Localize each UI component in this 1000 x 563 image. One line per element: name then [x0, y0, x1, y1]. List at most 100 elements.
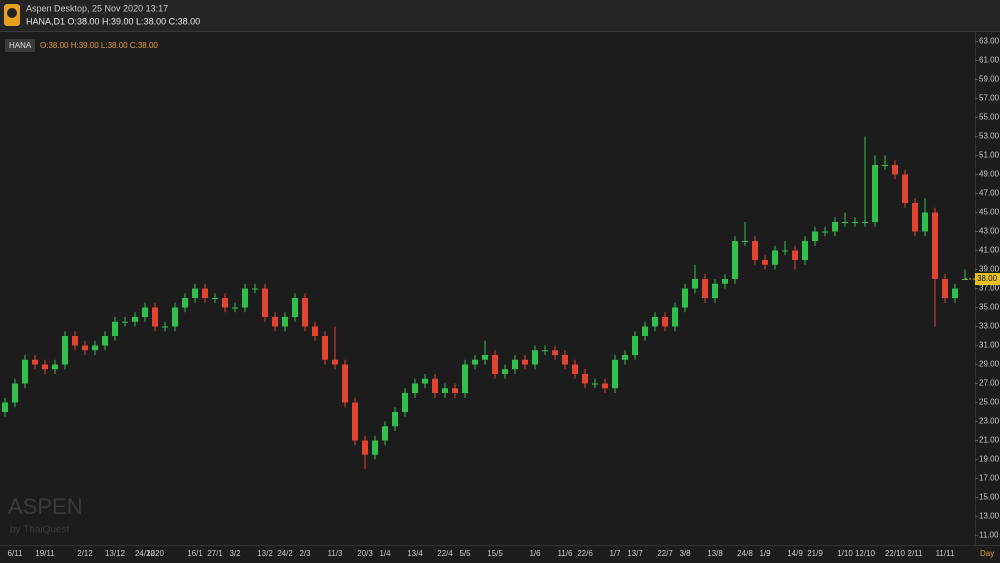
- candle-body: [662, 317, 668, 327]
- candle-body: [542, 350, 548, 352]
- watermark-by: by ThaiQuest: [10, 525, 70, 536]
- candle-body: [422, 378, 428, 384]
- last-price-tag: [975, 273, 1000, 285]
- x-tick-label: 11/11: [936, 549, 955, 558]
- candle-body: [812, 231, 818, 241]
- y-tick-label: 29.00: [979, 360, 1000, 369]
- y-tick-label: 51.00: [979, 151, 1000, 160]
- candle-body: [112, 321, 118, 336]
- candle-body: [602, 383, 608, 389]
- candle-body: [402, 393, 408, 412]
- candle-body: [932, 212, 938, 279]
- title-bar: [0, 0, 1000, 31]
- candle-body: [292, 298, 298, 317]
- x-tick-label: 15/5: [487, 549, 503, 558]
- x-tick-label: 13/8: [707, 549, 723, 558]
- y-tick-label: 33.00: [979, 322, 1000, 331]
- candle-body: [332, 359, 338, 365]
- x-tick-label: 22/6: [577, 549, 593, 558]
- y-tick-label: 13.00: [979, 512, 1000, 521]
- x-tick-label: 24/8: [737, 549, 753, 558]
- candle-body: [162, 326, 168, 328]
- candle-body: [692, 279, 698, 289]
- candle-body: [862, 222, 868, 223]
- candle-body: [182, 298, 188, 308]
- candle-body: [322, 336, 328, 360]
- y-tick-label: 39.00: [979, 265, 1000, 274]
- candle-body: [552, 350, 558, 355]
- x-tick-label: 1/4: [379, 549, 391, 558]
- candle-body: [342, 364, 348, 403]
- candle-body: [372, 440, 378, 455]
- candle-body: [782, 250, 788, 252]
- candle-body: [132, 317, 138, 322]
- candle-body: [472, 359, 478, 365]
- candle-body: [672, 307, 678, 327]
- x-tick-label: 22/7: [657, 549, 673, 558]
- app-icon-mark: [7, 8, 17, 18]
- x-tick-label: 1/9: [759, 549, 771, 558]
- watermark-brand: ASPEN: [8, 494, 83, 519]
- x-tick-label: 2020: [146, 549, 164, 558]
- y-tick-label: 57.00: [979, 94, 1000, 103]
- candle-body: [102, 336, 108, 346]
- candle-body: [702, 279, 708, 298]
- candle-body: [582, 374, 588, 384]
- y-tick-label: 31.00: [979, 341, 1000, 350]
- candle-body: [232, 307, 238, 309]
- y-tick-label: 15.00: [979, 493, 1000, 502]
- candle-body: [532, 350, 538, 365]
- candle-body: [622, 355, 628, 360]
- x-tick-label: 19/11: [35, 549, 55, 558]
- candle-body: [592, 383, 598, 385]
- x-tick-label: 14/9: [787, 549, 803, 558]
- x-tick-label: 11/3: [328, 549, 344, 558]
- candle-body: [772, 250, 778, 265]
- y-tick-label: 41.00: [979, 246, 1000, 255]
- candle-body: [32, 359, 38, 365]
- x-tick-label: 22/4: [437, 549, 453, 558]
- x-tick-label: 13/2: [257, 549, 273, 558]
- candle-body: [52, 364, 58, 370]
- x-tick-label: 13/12: [105, 549, 126, 558]
- candle-body: [482, 355, 488, 360]
- x-tick-label: 20/3: [357, 549, 373, 558]
- candle-body: [642, 326, 648, 336]
- candle-body: [282, 317, 288, 327]
- candle-body: [712, 283, 718, 298]
- candle-body: [922, 212, 928, 232]
- candle-body: [572, 364, 578, 374]
- candle-body: [22, 359, 28, 384]
- candle-body: [312, 326, 318, 336]
- candle-body: [802, 241, 808, 260]
- candle-body: [152, 307, 158, 327]
- candle-body: [522, 359, 528, 365]
- legend-ohlc: O:38.00 H:39.00 L:38.00 C:38.00: [40, 41, 158, 50]
- candle-body: [952, 288, 958, 298]
- candle-body: [252, 288, 258, 290]
- x-tick-label: 24/12: [135, 549, 156, 558]
- candle-body: [722, 279, 728, 284]
- candle-body: [302, 298, 308, 327]
- candle-body: [652, 317, 658, 327]
- candle-body: [752, 241, 758, 260]
- x-tick-label: 27/1: [207, 549, 223, 558]
- x-tick-label: 21/9: [807, 549, 823, 558]
- symbol-badge: [5, 39, 35, 52]
- x-tick-label: 2/11: [908, 549, 924, 558]
- candle-body: [822, 231, 828, 233]
- candle-body: [82, 345, 88, 351]
- y-tick-label: 19.00: [979, 455, 1000, 464]
- last-price-label: 38.00: [977, 274, 998, 283]
- x-tick-label: 3/2: [229, 549, 241, 558]
- candle-body: [12, 383, 18, 403]
- candle-body: [612, 359, 618, 389]
- y-tick-label: 11.00: [979, 531, 999, 540]
- symbol: HANA: [9, 41, 32, 50]
- candle-body: [912, 203, 918, 232]
- y-tick-label: 55.00: [979, 113, 1000, 122]
- candle-body: [92, 345, 98, 351]
- x-tick-label: 6/11: [8, 549, 24, 558]
- candle-body: [352, 402, 358, 441]
- x-tick-label: 5/5: [459, 549, 471, 558]
